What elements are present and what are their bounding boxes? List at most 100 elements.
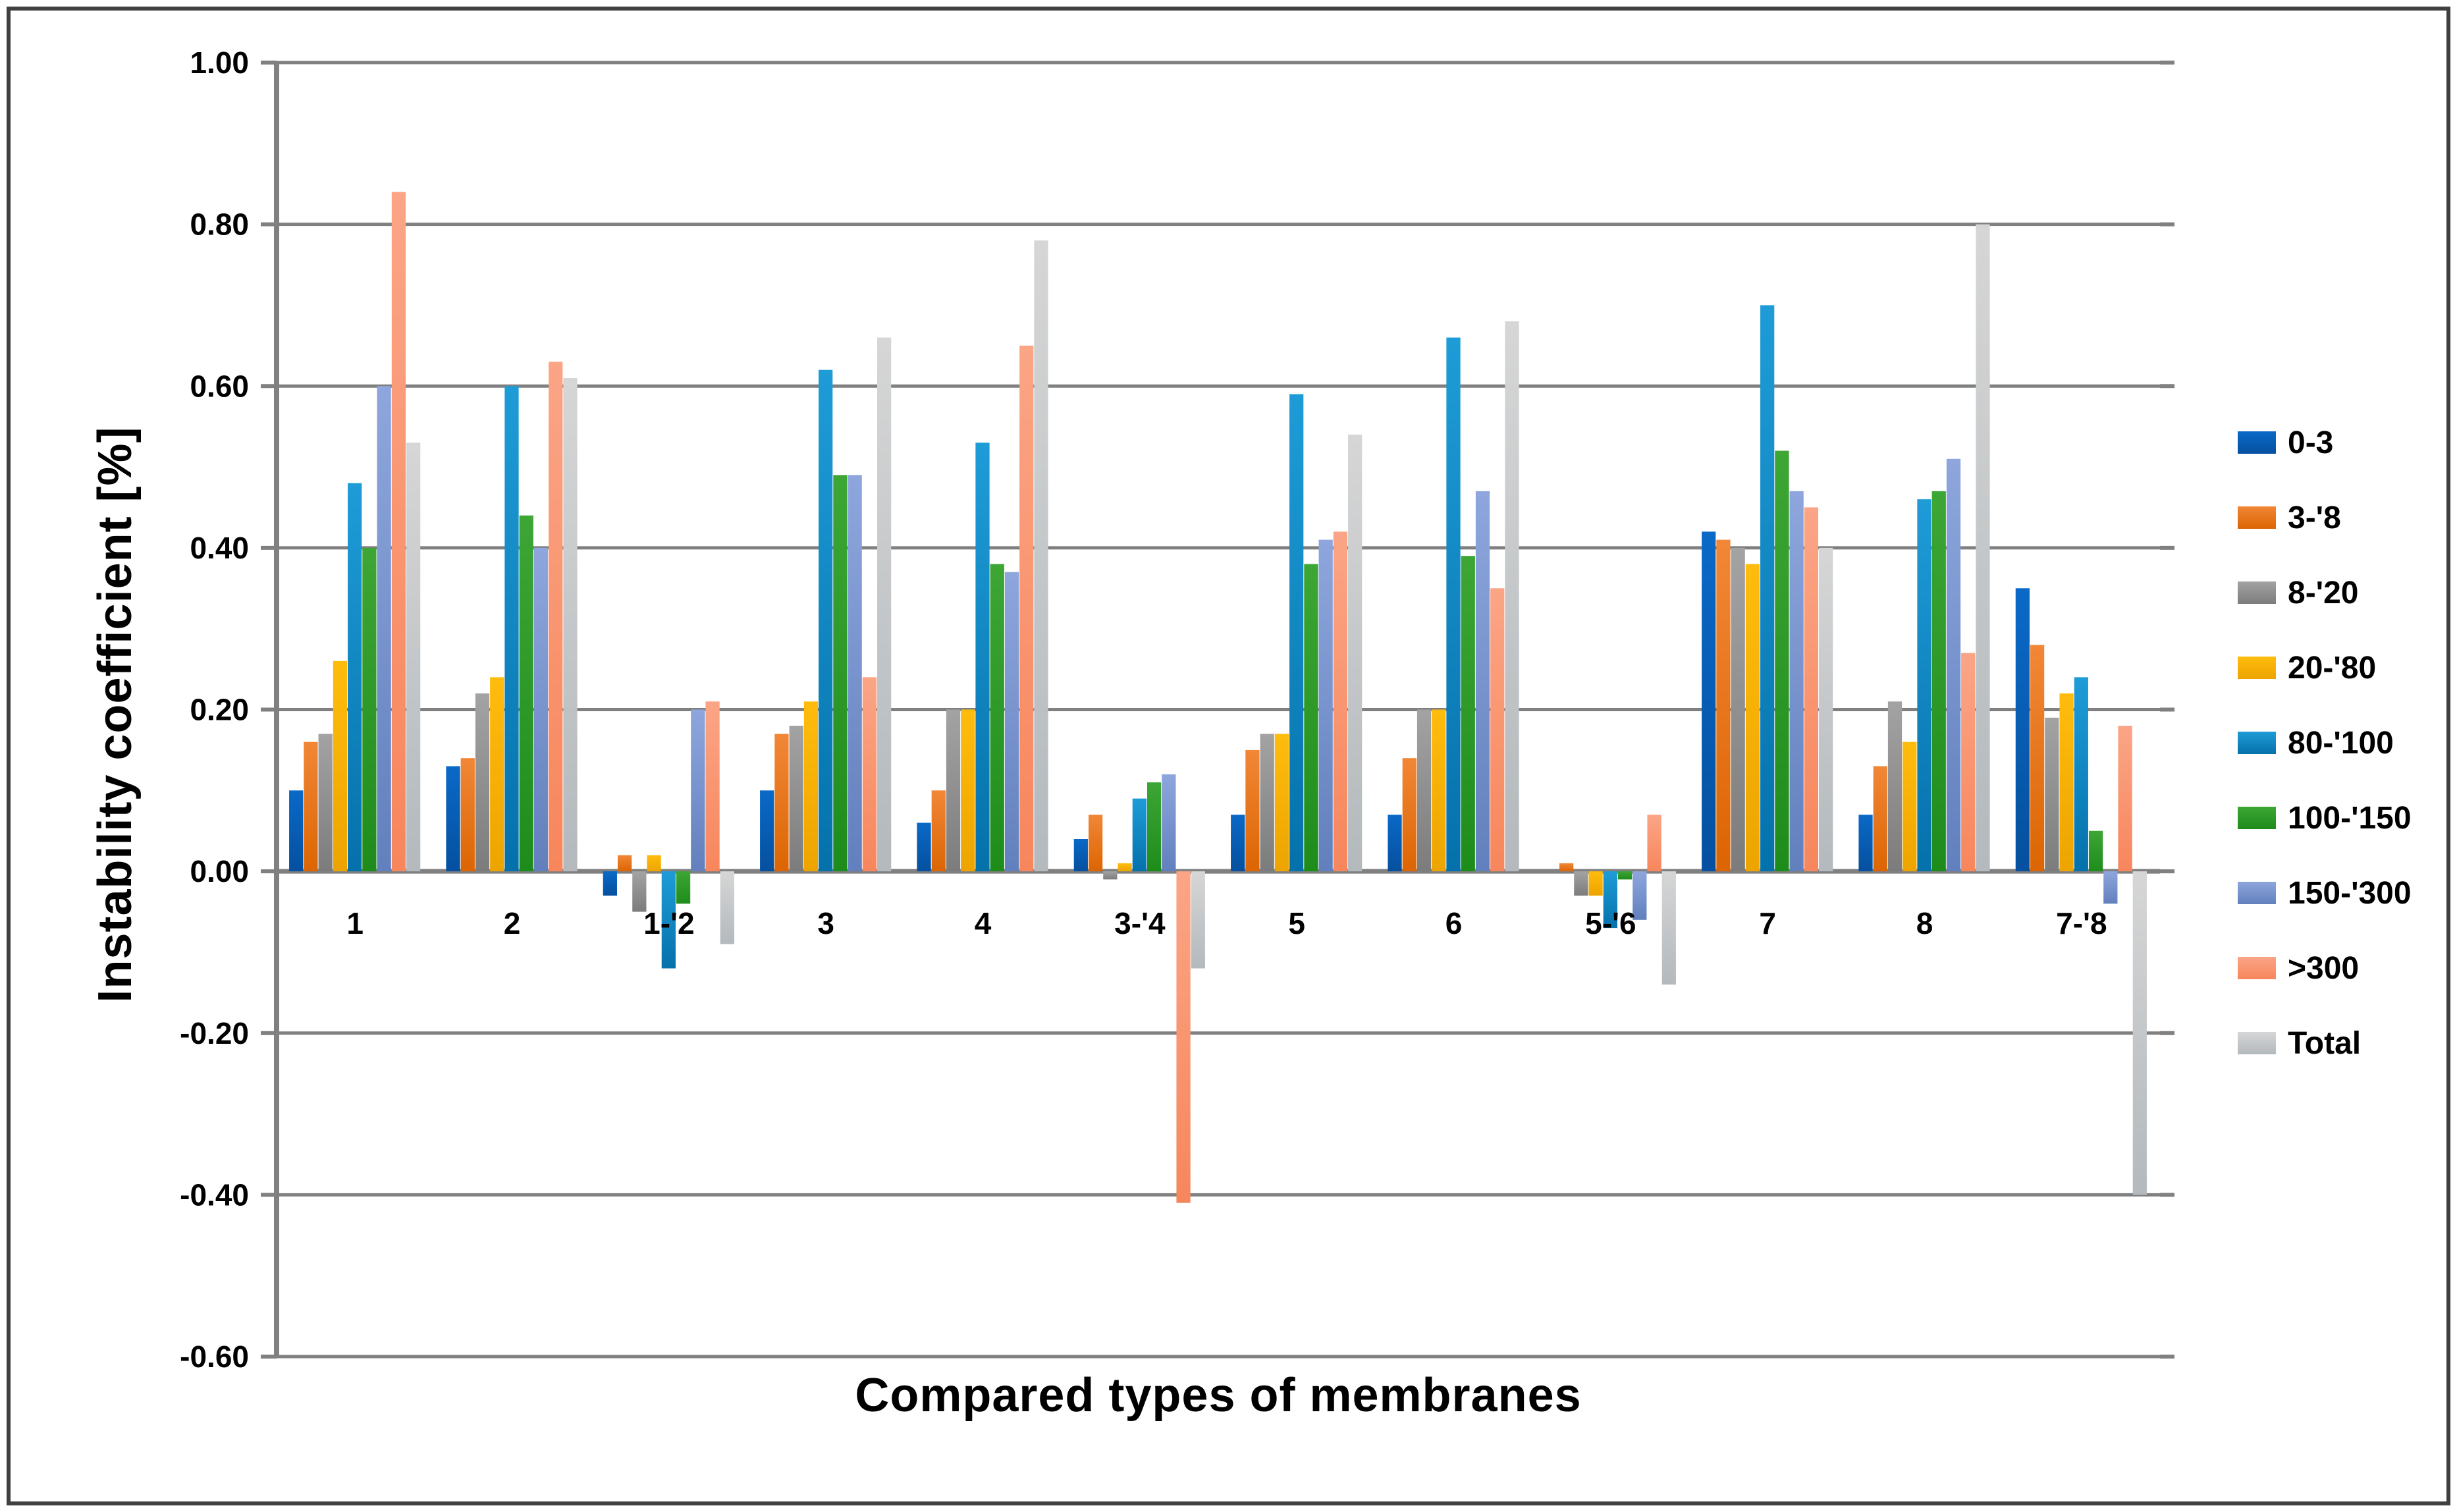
- bar-0-3-cat-7-'8: [2015, 588, 2030, 872]
- bar->300-cat-5: [1333, 531, 1348, 872]
- bar-8-'20-cat-2: [475, 693, 490, 872]
- legend-entry: 100-'150: [2238, 801, 2448, 836]
- bar-100-'150-cat-8: [1931, 491, 1946, 872]
- bar->300-cat-2: [549, 362, 563, 872]
- bar-3-'8-cat-7: [1716, 539, 1731, 872]
- bar-150-'300-cat-3-'4: [1162, 774, 1176, 872]
- bar-20-'80-cat-4: [961, 709, 975, 872]
- bar-100-'150-cat-5: [1304, 564, 1318, 872]
- bar->300-cat-5-'6: [1647, 815, 1661, 872]
- bar-8-'20-cat-1: [318, 734, 333, 872]
- bar-80-'100-cat-1-'2: [661, 871, 676, 969]
- bar-20-'80-cat-2: [490, 677, 504, 872]
- legend-swatch-icon: [2238, 807, 2276, 829]
- bar-100-'150-cat-5-'6: [1617, 871, 1633, 880]
- legend-label: 8-'20: [2288, 575, 2359, 610]
- bar-Total-cat-5-'6: [1661, 871, 1676, 985]
- bar-80-'100-cat-4: [975, 443, 990, 872]
- bar-0-3-cat-1-'2: [603, 871, 617, 896]
- legend-label: 0-3: [2288, 425, 2334, 460]
- legend-label: 80-'100: [2288, 725, 2394, 761]
- bar-0-3-cat-6: [1388, 815, 1402, 872]
- y-axis-title: Instability coefficient [%]: [89, 426, 142, 1003]
- bar-150-'300-cat-1: [377, 386, 391, 872]
- x-category-label: 4: [975, 906, 992, 940]
- bar-Total-cat-2: [563, 377, 578, 872]
- legend-swatch-icon: [2238, 431, 2276, 454]
- bar-80-'100-cat-5: [1289, 394, 1304, 872]
- y-tick-label: -0.20: [180, 1016, 249, 1050]
- bar-8-'20-cat-8: [1887, 701, 1903, 872]
- legend-label: 100-'150: [2288, 800, 2412, 836]
- x-category-label: 1: [346, 906, 364, 940]
- bar-100-'150-cat-4: [990, 564, 1004, 872]
- bar->300-cat-7-'8: [2118, 726, 2132, 872]
- y-tick-label: -0.40: [180, 1177, 249, 1212]
- bar-8-'20-cat-7: [1731, 547, 1745, 872]
- bar-150-'300-cat-7-'8: [2103, 871, 2118, 904]
- y-tick-label: 1.00: [190, 45, 249, 80]
- bar-80-'100-cat-7-'8: [2074, 677, 2088, 872]
- bar-20-'80-cat-3-'4: [1118, 863, 1132, 872]
- legend-label: 20-'80: [2288, 650, 2377, 686]
- bar-80-'100-cat-7: [1760, 305, 1775, 872]
- bar-20-'80-cat-3: [803, 701, 819, 872]
- legend-swatch-icon: [2238, 882, 2276, 904]
- bar-0-3-cat-2: [446, 766, 460, 872]
- bar-0-3-cat-3-'4: [1073, 839, 1088, 872]
- bar-3-'8-cat-5-'6: [1559, 863, 1574, 872]
- bar-100-'150-cat-3: [833, 475, 848, 872]
- bar-8-'20-cat-7-'8: [2045, 717, 2059, 872]
- bar-0-3-cat-4: [917, 823, 931, 872]
- bar-150-'300-cat-4: [1004, 572, 1019, 872]
- legend-label: 3-'8: [2288, 500, 2341, 535]
- legend-label: Total: [2288, 1025, 2362, 1061]
- bar-8-'20-cat-3: [789, 726, 803, 872]
- bar-20-'80-cat-1: [333, 661, 348, 872]
- bar-3-'8-cat-5: [1245, 749, 1260, 872]
- bar-80-'100-cat-6: [1446, 337, 1461, 872]
- x-category-label: 5: [1288, 906, 1305, 940]
- bar-0-3-cat-3: [760, 790, 774, 872]
- legend-label: >300: [2288, 950, 2360, 986]
- x-category-label: 3-'4: [1114, 906, 1166, 940]
- y-tick-label: 0.40: [190, 531, 249, 565]
- bar-20-'80-cat-8: [1903, 742, 1917, 872]
- bar-3-'8-cat-3-'4: [1088, 815, 1103, 872]
- bar-100-'150-cat-7: [1775, 450, 1789, 872]
- bar-20-'80-cat-6: [1432, 709, 1446, 872]
- x-category-label: 7-'8: [2056, 906, 2107, 940]
- bar-80-'100-cat-8: [1917, 499, 1931, 872]
- bar-80-'100-cat-2: [504, 386, 519, 872]
- legend-swatch-icon: [2238, 657, 2276, 679]
- bar-3-'8-cat-4: [931, 790, 946, 872]
- bar-8-'20-cat-6: [1417, 709, 1432, 872]
- x-category-label: 3: [817, 906, 834, 940]
- y-tick-label: 0.00: [190, 854, 249, 888]
- bar-Total-cat-5: [1348, 434, 1363, 872]
- bar-8-'20-cat-4: [946, 709, 961, 872]
- bar-Total-cat-4: [1034, 240, 1048, 872]
- bar-100-'150-cat-1-'2: [676, 871, 691, 904]
- legend-swatch-icon: [2238, 957, 2276, 979]
- y-tick-label: -0.60: [180, 1339, 249, 1374]
- bar-0-3-cat-1: [289, 790, 304, 872]
- x-axis-title: Compared types of membranes: [855, 1369, 1582, 1422]
- legend-swatch-icon: [2238, 506, 2276, 529]
- legend-swatch-icon: [2238, 1032, 2276, 1054]
- bar->300-cat-3-'4: [1176, 871, 1191, 1203]
- bar-150-'300-cat-5-'6: [1633, 871, 1647, 920]
- bar-8-'20-cat-5-'6: [1574, 871, 1588, 896]
- legend: 0-3 3-'8 8-'20 20-'80 80-'100 100-'150 150-'30…: [2238, 425, 2448, 1105]
- bar->300-cat-1-'2: [705, 701, 720, 872]
- legend-swatch-icon: [2238, 581, 2276, 604]
- bar-20-'80-cat-7: [1745, 564, 1760, 872]
- y-tick-label: 0.60: [190, 369, 249, 403]
- bar-3-'8-cat-1: [304, 742, 318, 872]
- bar->300-cat-3: [862, 677, 877, 872]
- bar->300-cat-7: [1804, 507, 1819, 872]
- bar-100-'150-cat-7-'8: [2088, 830, 2103, 872]
- bar-Total-cat-3: [877, 337, 892, 872]
